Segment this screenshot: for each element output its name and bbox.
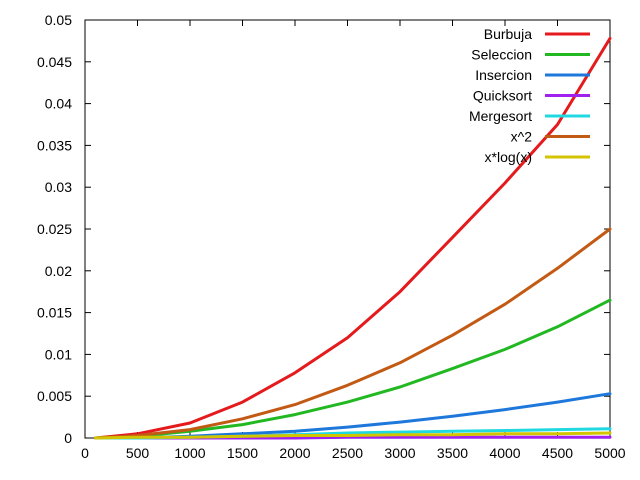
legend-label: x^2 xyxy=(511,129,533,145)
x-tick-label: 3000 xyxy=(384,445,415,461)
x-tick-label: 0 xyxy=(81,445,89,461)
y-tick-label: 0.03 xyxy=(45,179,72,195)
x-tick-label: 3500 xyxy=(437,445,468,461)
legend-label: Seleccion xyxy=(471,47,532,63)
x-tick-label: 2000 xyxy=(279,445,310,461)
x-tick-label: 4500 xyxy=(542,445,573,461)
y-tick-label: 0.045 xyxy=(37,54,72,70)
x-tick-label: 5000 xyxy=(594,445,625,461)
y-tick-label: 0.02 xyxy=(45,263,72,279)
y-axis-ticks: 0 0.005 0.01 0.015 0.02 0.025 0.03 0.035 0.04 0.0… xyxy=(37,12,610,446)
x-axis-ticks: 0 500 1000 1500 2000 2500 3000 3500 4000 4500 5000 xyxy=(81,20,626,461)
x-tick-label: 500 xyxy=(126,445,150,461)
y-tick-label: 0.04 xyxy=(45,96,72,112)
legend-label: x*log(x) xyxy=(485,149,532,165)
x-tick-label: 4000 xyxy=(489,445,520,461)
legend-label: Quicksort xyxy=(473,88,532,104)
x-tick-label: 2500 xyxy=(332,445,363,461)
legend-label: Burbuja xyxy=(484,26,532,42)
y-tick-label: 0 xyxy=(64,430,72,446)
y-tick-label: 0.05 xyxy=(45,12,72,28)
y-tick-label: 0.01 xyxy=(45,346,72,362)
y-tick-label: 0.035 xyxy=(37,137,72,153)
series-line-1 xyxy=(94,298,612,440)
legend: Burbuja Seleccion Insercion Quicksort Merges… xyxy=(469,26,590,165)
x-tick-label: 1500 xyxy=(227,445,258,461)
series-line-0 xyxy=(94,36,612,440)
y-tick-label: 0.005 xyxy=(37,388,72,404)
series-lines xyxy=(94,36,612,440)
series-line-5 xyxy=(94,227,612,440)
legend-label: Mergesort xyxy=(469,108,532,124)
y-tick-label: 0.025 xyxy=(37,221,72,237)
x-tick-label: 1000 xyxy=(174,445,205,461)
series-line-6 xyxy=(94,431,612,440)
y-tick-label: 0.015 xyxy=(37,305,72,321)
legend-label: Insercion xyxy=(475,67,532,83)
